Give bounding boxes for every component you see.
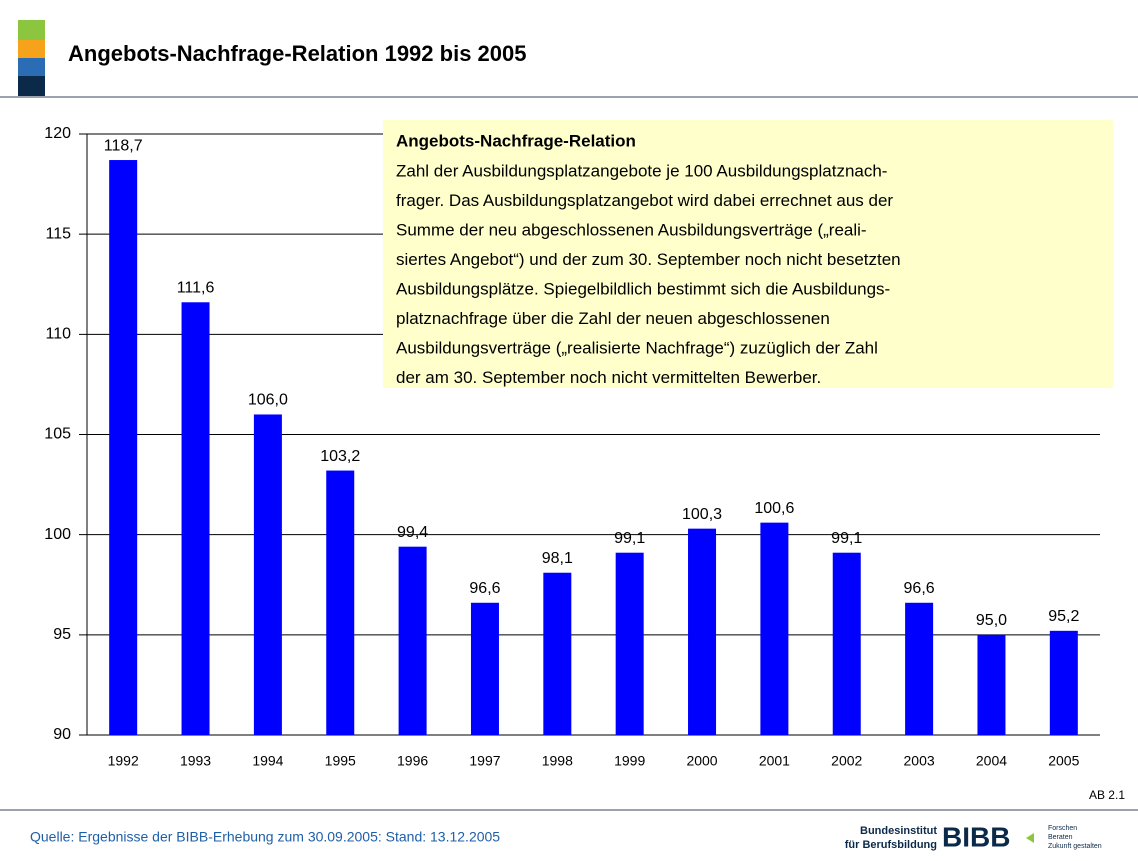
- value-label: 99,4: [397, 524, 428, 541]
- logo-slogan: Forschen: [1048, 825, 1077, 832]
- value-label: 100,6: [754, 500, 794, 517]
- y-tick-label: 90: [53, 726, 71, 743]
- logo-mark: BIBB: [942, 821, 1010, 852]
- plot: 90 95 100 105 110 115 120 1992 118,7 1993 111,6 199…: [44, 125, 1100, 769]
- annotation-line: siertes Angebot“) und der zum 30. Septem…: [396, 250, 901, 269]
- value-label: 106,0: [248, 392, 288, 409]
- x-tick-label: 1994: [252, 753, 283, 769]
- bar: [181, 302, 210, 735]
- annotation-text: Zahl der Ausbildungsplatzangebote je 100…: [396, 161, 901, 387]
- y-tick-label: 110: [45, 326, 71, 343]
- annotation-title: Angebots-Nachfrage-Relation: [396, 131, 636, 150]
- bar: [905, 602, 934, 735]
- logo-arrow: [1026, 833, 1034, 843]
- value-label: 95,0: [976, 612, 1007, 629]
- x-tick-label: 2005: [1048, 753, 1079, 769]
- value-label: 99,1: [831, 530, 862, 547]
- value-label: 96,6: [469, 580, 500, 597]
- annotation-line: Ausbildungsplätze. Spiegelbildlich besti…: [396, 279, 890, 298]
- logo-slogan: Beraten: [1048, 834, 1073, 841]
- bar: [760, 522, 789, 735]
- bar: [543, 572, 572, 735]
- x-tick-label: 2004: [976, 753, 1007, 769]
- annotation-line: Ausbildungsverträge („realisierte Nachfr…: [396, 338, 878, 357]
- bar: [398, 546, 427, 735]
- x-tick-label: 1998: [542, 753, 573, 769]
- value-label: 99,1: [614, 530, 645, 547]
- x-tick-label: 2000: [686, 753, 717, 769]
- bar: [326, 470, 355, 735]
- x-tick-label: 2001: [759, 753, 790, 769]
- bar: [688, 528, 717, 735]
- value-label: 103,2: [320, 448, 360, 465]
- y-tick-label: 100: [44, 526, 71, 543]
- value-label: 100,3: [682, 506, 722, 523]
- color-block: [18, 58, 45, 76]
- annotation-line: Zahl der Ausbildungsplatzangebote je 100…: [396, 161, 887, 180]
- value-label: 98,1: [542, 550, 573, 567]
- x-tick-label: 2003: [904, 753, 935, 769]
- x-tick-label: 1995: [325, 753, 356, 769]
- value-label: 96,6: [904, 580, 935, 597]
- chart-title: Angebots-Nachfrage-Relation 1992 bis 200…: [68, 41, 526, 66]
- bar: [977, 634, 1006, 735]
- x-tick-label: 1992: [108, 753, 139, 769]
- logo-slogan: Zukunft gestalten: [1048, 843, 1102, 850]
- y-tick-label: 115: [45, 225, 71, 242]
- slide-number: AB 2.1: [1089, 788, 1125, 802]
- color-block: [18, 40, 45, 58]
- y-tick-label: 95: [53, 626, 71, 643]
- bar: [832, 552, 861, 735]
- bar: [1049, 630, 1078, 735]
- bar: [470, 602, 499, 735]
- annotation-line: der am 30. September noch nicht vermitte…: [396, 368, 821, 387]
- bar: [615, 552, 644, 735]
- logo-name: Bundesinstitut: [860, 825, 937, 837]
- value-label: 111,6: [177, 279, 215, 296]
- annotation-line: platznachfrage über die Zahl der neuen a…: [396, 309, 830, 328]
- annotation-line: Summe der neu abgeschlossenen Ausbildung…: [396, 220, 867, 239]
- x-tick-label: 1997: [469, 753, 500, 769]
- annotation-box: [383, 120, 1113, 388]
- logo-name: für Berufsbildung: [845, 839, 937, 851]
- y-tick-label: 120: [44, 125, 71, 142]
- x-tick-label: 1996: [397, 753, 428, 769]
- annotation-line: frager. Das Ausbildungsplatzangebot wird…: [396, 191, 893, 210]
- x-tick-label: 2002: [831, 753, 862, 769]
- color-block: [18, 20, 45, 40]
- value-label: 95,2: [1048, 608, 1079, 625]
- bar: [109, 160, 138, 735]
- value-label: 118,7: [104, 137, 143, 154]
- source: Quelle: Ergebnisse der BIBB-Erhebung zum…: [30, 829, 500, 845]
- bar: [253, 414, 282, 735]
- y-tick-label: 105: [44, 426, 71, 443]
- color-block: [18, 76, 45, 96]
- x-tick-label: 1999: [614, 753, 645, 769]
- x-tick-label: 1993: [180, 753, 211, 769]
